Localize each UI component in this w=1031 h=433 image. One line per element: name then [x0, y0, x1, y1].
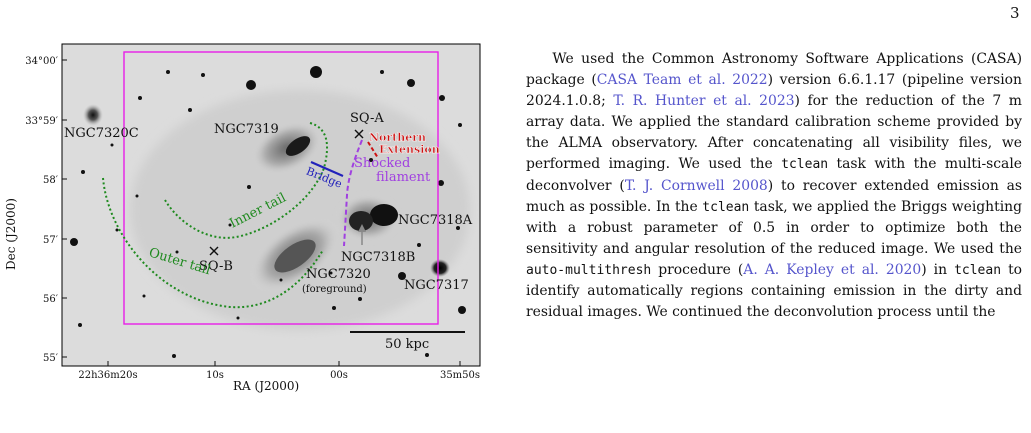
galaxy-ngc7318a	[370, 204, 398, 226]
citation-link-casa[interactable]: CASA Team et al. 2022	[596, 72, 768, 89]
y-tick-label: 55′	[43, 353, 59, 364]
y-tick-label: 34°00′	[25, 56, 58, 67]
x-tick-label: 00s	[330, 370, 348, 381]
label-ngc7318b: NGC7318B	[341, 250, 415, 265]
northern-extension-line	[367, 141, 379, 159]
y-axis-label: Dec (J2000)	[4, 198, 18, 270]
text-run: ) version 6.6.1.17 (pipeline version 202…	[526, 72, 1022, 110]
bridge-line	[310, 160, 344, 178]
text-run: We used the Common Astronomy Software Ap…	[526, 51, 1022, 89]
x-tick-label: 10s	[206, 370, 224, 381]
y-axis-ticks: 34°00′ 33°59′ 58′ 57′ 56′ 55′	[25, 56, 67, 364]
text-run: task, we applied the Briggs weighting wi…	[526, 198, 1022, 257]
sq-b-marker	[209, 246, 219, 256]
citation-link-cornwell[interactable]: T. J. Cornwell 2008	[624, 177, 768, 194]
galaxy-ngc7318b	[349, 211, 373, 231]
x-axis-label: RA (J2000)	[233, 379, 299, 393]
y-tick-label: 57′	[43, 235, 59, 246]
outer-tail-curve	[102, 177, 324, 309]
x-tick-label: 35m50s	[440, 370, 480, 381]
citation-link-kepley[interactable]: A. A. Kepley et al. 2020	[743, 261, 922, 278]
text-run: ) to recover extended emission as much a…	[526, 177, 1022, 215]
code-tclean: tclean	[702, 199, 750, 215]
stephans-quintet-figure: NGC7320C NGC7319 SQ-A NGC7318A NGC7318B …	[4, 43, 481, 393]
sq-a-marker	[354, 129, 364, 139]
alma-field-box	[123, 51, 439, 325]
shocked-filament-curve	[343, 139, 363, 247]
galaxy-ngc7317	[430, 259, 450, 277]
label-ngc7320: NGC7320	[306, 267, 371, 282]
sky-image	[62, 44, 480, 366]
label-ngc7320c: NGC7320C	[64, 126, 139, 141]
y-tick-label: 56′	[43, 294, 59, 305]
background-stars	[70, 66, 466, 358]
text-run: to identify automatically regions contai…	[526, 261, 1023, 321]
scale-bar-label: 50 kpc	[385, 337, 429, 352]
label-ngc7318a: NGC7318A	[398, 213, 473, 228]
code-auto-multithresh: auto-multithresh	[526, 262, 652, 278]
text-run: ) for the reduction of the 7 m array dat…	[526, 93, 1022, 173]
code-tclean: tclean	[954, 262, 1002, 278]
galaxy-ngc7320c	[83, 104, 103, 126]
text-run: ) in	[921, 261, 955, 278]
label-northern: Northern	[369, 131, 426, 144]
page-number: 3	[1010, 4, 1020, 22]
y-tick-label: 33°59′	[25, 116, 58, 127]
code-tclean: tclean	[781, 157, 829, 173]
galaxy-ngc7320	[274, 239, 316, 273]
label-extension: Extension	[379, 143, 440, 156]
label-ngc7317: NGC7317	[404, 278, 469, 293]
citation-link-hunter[interactable]: T. R. Hunter et al. 2023	[613, 93, 795, 110]
text-run: procedure (	[651, 261, 744, 278]
label-sq-a: SQ-A	[350, 111, 384, 126]
label-filament: filament	[376, 170, 431, 185]
x-axis-ticks: 22h36m20s 10s 00s 35m50s	[78, 361, 480, 381]
text-run: task with the multi-scale deconvolver (	[526, 156, 1022, 194]
label-ngc7319: NGC7319	[214, 122, 279, 137]
x-tick-label: 22h36m20s	[78, 370, 137, 381]
galaxy-ngc7319	[285, 136, 311, 156]
y-tick-label: 58′	[43, 175, 59, 186]
label-foreground: (foreground)	[302, 284, 367, 295]
body-text-column: We used the Common Astronomy Software Ap…	[526, 49, 1022, 323]
label-sq-b: SQ-B	[199, 259, 233, 274]
methods-paragraph: We used the Common Astronomy Software Ap…	[526, 49, 1022, 323]
label-shocked: Shocked	[354, 156, 410, 171]
